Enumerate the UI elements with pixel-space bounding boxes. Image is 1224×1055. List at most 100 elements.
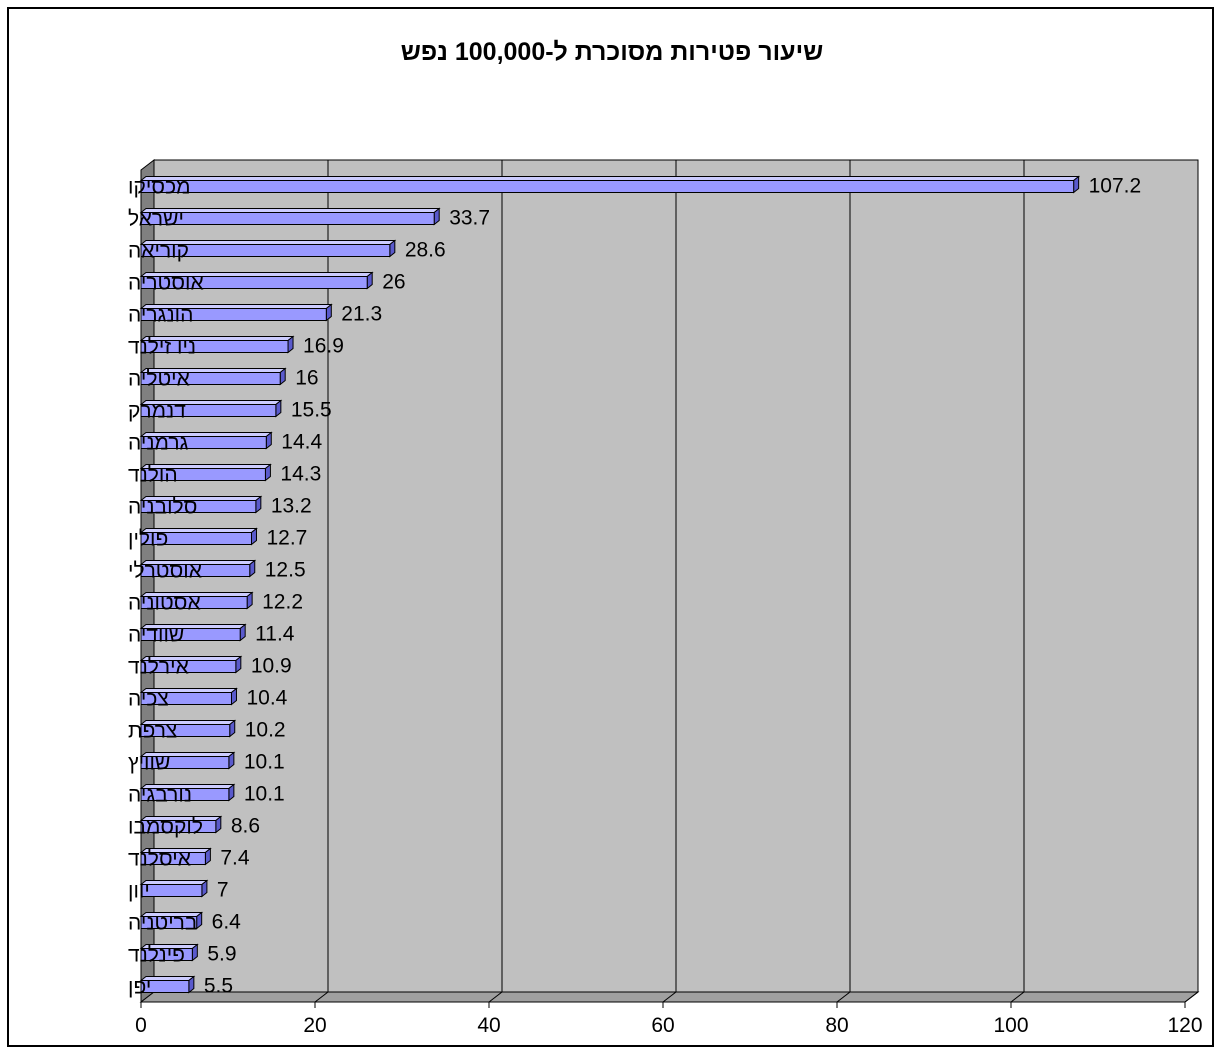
bar-top bbox=[139, 880, 209, 885]
category-label: דנמרק bbox=[128, 400, 186, 423]
bar bbox=[140, 788, 230, 801]
gridline-floor bbox=[1184, 991, 1199, 1003]
tick-label: 80 bbox=[825, 1014, 848, 1037]
category-label: הונגריה bbox=[128, 304, 193, 327]
value-label: 5.9 bbox=[207, 943, 236, 966]
bar bbox=[140, 724, 231, 737]
tick-label: 120 bbox=[1167, 1014, 1202, 1037]
value-label: 15.5 bbox=[291, 399, 332, 422]
gridline-floor bbox=[314, 991, 329, 1003]
category-label: ניו זילנד bbox=[128, 336, 196, 359]
category-label: פולין bbox=[128, 528, 168, 551]
value-label: 10.2 bbox=[245, 719, 286, 742]
value-label: 26 bbox=[382, 271, 405, 294]
category-label: פינלנד bbox=[128, 944, 185, 967]
tick-label: 20 bbox=[303, 1014, 326, 1037]
bar bbox=[140, 820, 217, 833]
bar bbox=[140, 532, 252, 545]
gridlines bbox=[314, 160, 1199, 1003]
gridline-floor bbox=[1010, 991, 1025, 1003]
value-label: 16 bbox=[295, 367, 318, 390]
value-label: 28.6 bbox=[405, 239, 446, 262]
category-label: סלובניה bbox=[128, 496, 197, 519]
bar bbox=[140, 372, 281, 385]
bar bbox=[140, 692, 232, 705]
category-label: אוסטריה bbox=[128, 272, 204, 295]
bar bbox=[140, 276, 368, 289]
chart-title: שיעור פטירות מסוכרת ל-100,000 נפש bbox=[400, 38, 824, 66]
value-label: 10.1 bbox=[244, 783, 285, 806]
bar bbox=[140, 404, 277, 417]
value-label: 5.5 bbox=[204, 975, 233, 998]
gridline-floor bbox=[662, 991, 677, 1003]
bar bbox=[140, 564, 251, 577]
bar bbox=[140, 500, 257, 513]
category-label: הולנד bbox=[128, 464, 178, 487]
bar bbox=[140, 180, 1075, 193]
bar bbox=[140, 884, 203, 897]
category-label: צרפת bbox=[128, 720, 177, 743]
value-label: 14.4 bbox=[281, 431, 322, 454]
bar bbox=[140, 948, 193, 961]
value-label: 33.7 bbox=[449, 207, 490, 230]
bar bbox=[140, 852, 206, 865]
category-label: בריטניה bbox=[128, 912, 197, 935]
bar bbox=[140, 916, 198, 929]
category-label: איטליה bbox=[128, 368, 190, 391]
category-label: אירלנד bbox=[128, 656, 189, 679]
gridline-floor bbox=[836, 991, 851, 1003]
value-label: 107.2 bbox=[1089, 175, 1142, 198]
bar-top bbox=[139, 176, 1081, 181]
category-labels: מכסיקו ישראל קוריאה אוסטריה הונגריה ניו זילנד… bbox=[128, 176, 204, 999]
value-label: 12.5 bbox=[265, 559, 306, 582]
category-label: גרמניה bbox=[128, 432, 189, 455]
bar bbox=[140, 468, 266, 481]
value-label: 7.4 bbox=[220, 847, 250, 870]
value-label: 21.3 bbox=[341, 303, 382, 326]
value-label: 14.3 bbox=[280, 463, 321, 486]
tick-label: 40 bbox=[477, 1014, 500, 1037]
category-label: יפן bbox=[128, 976, 151, 999]
value-label: 13.2 bbox=[271, 495, 312, 518]
value-label: 12.7 bbox=[266, 527, 307, 550]
bar bbox=[140, 308, 327, 321]
value-label: 12.2 bbox=[262, 591, 303, 614]
tick-label: 0 bbox=[135, 1014, 147, 1037]
category-label: מכסיקו bbox=[128, 176, 191, 199]
bar bbox=[140, 436, 267, 449]
category-label: יוון bbox=[128, 880, 150, 903]
bar bbox=[140, 340, 289, 353]
category-label: לוקסמבו bbox=[128, 816, 203, 839]
category-label: אוסטרלי bbox=[128, 560, 202, 583]
tick-label: 100 bbox=[993, 1014, 1028, 1037]
value-label: 6.4 bbox=[212, 911, 242, 934]
bar bbox=[140, 756, 230, 769]
category-label: שוויץ bbox=[128, 752, 170, 775]
x-axis-ticks: 0 20 40 60 80 100 120 bbox=[135, 1001, 1203, 1037]
value-label: 11.4 bbox=[255, 623, 295, 646]
bar-top bbox=[139, 208, 441, 213]
category-label: קוריאה bbox=[128, 240, 189, 263]
category-label: אסטוניה bbox=[128, 592, 201, 615]
bar bbox=[140, 244, 391, 257]
gridline-floor bbox=[488, 991, 503, 1003]
category-label: ישראל bbox=[128, 208, 184, 231]
category-label: איסלנד bbox=[128, 848, 191, 871]
tick-label: 60 bbox=[651, 1014, 674, 1037]
bar bbox=[140, 980, 190, 993]
value-label: 10.9 bbox=[251, 655, 292, 678]
category-label: צכיה bbox=[128, 688, 169, 711]
bar bbox=[140, 596, 248, 609]
bar bbox=[140, 212, 435, 225]
bar bbox=[140, 660, 237, 673]
category-label: נורבגיה bbox=[128, 784, 192, 807]
value-label: 10.4 bbox=[246, 687, 287, 710]
bars bbox=[139, 175, 1081, 994]
value-label: 16.9 bbox=[303, 335, 344, 358]
value-label: 8.6 bbox=[231, 815, 260, 838]
bar bbox=[140, 628, 241, 641]
category-label: שוודיה bbox=[128, 624, 184, 647]
value-label: 10.1 bbox=[244, 751, 285, 774]
